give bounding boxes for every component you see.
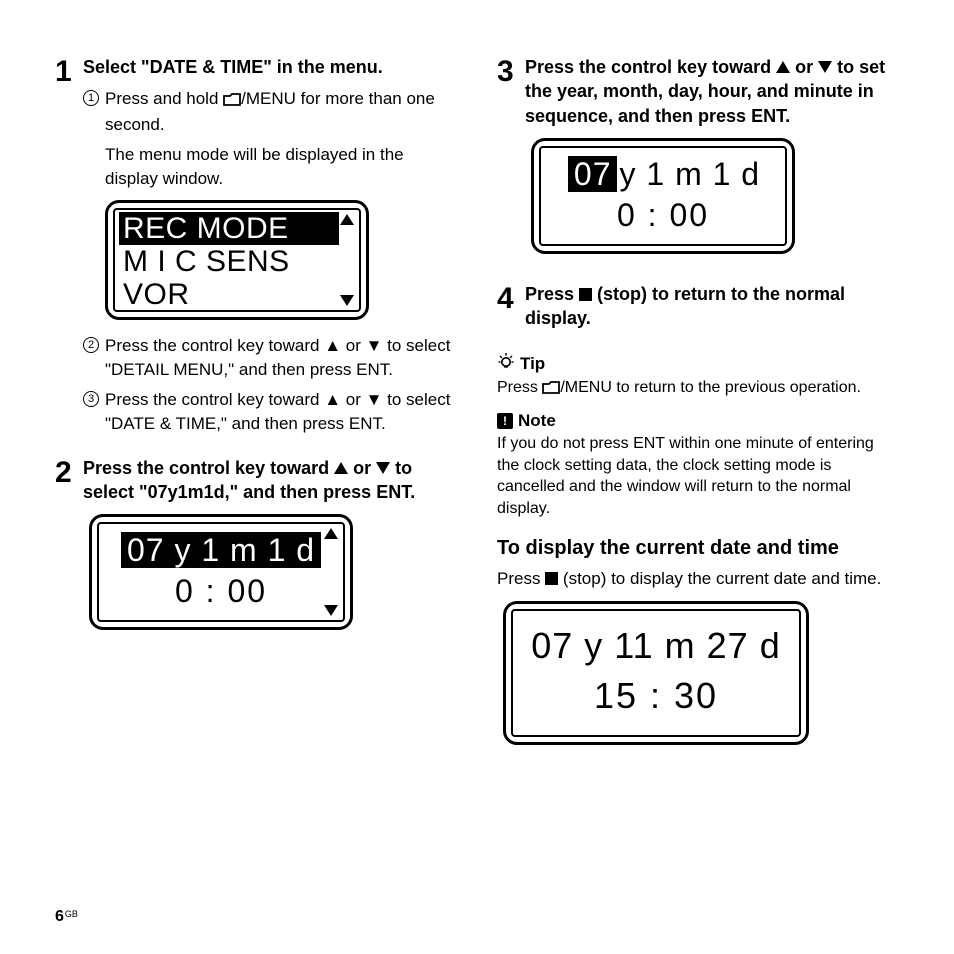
triangle-down-icon <box>340 295 354 306</box>
lightbulb-icon <box>497 352 515 375</box>
step-1-sub-1-continued: The menu mode will be displayed in the d… <box>105 143 457 191</box>
step-1-number: 1 <box>55 55 83 442</box>
subsection-body: Press (stop) to display the current date… <box>497 567 899 591</box>
scrollbar-icon <box>323 528 339 616</box>
lcd-row-vor: VOR <box>119 278 355 311</box>
folder-icon <box>542 379 560 401</box>
step-2: 2 Press the control key toward or to sel… <box>55 456 457 645</box>
lcd-big-date: 07 y 11 m 27 d <box>513 625 799 667</box>
step-4-title: Press (stop) to return to the normal dis… <box>525 282 899 331</box>
step-1-sub-2: 2 Press the control key toward ▲ or ▼ to… <box>83 334 457 382</box>
step-1-sub-1: 1 Press and hold /MENU for more than one… <box>83 87 457 137</box>
lcd-date-display-1: 07 y 1 m 1 d 0 : 00 <box>89 514 457 630</box>
note-heading: ! Note <box>497 411 899 431</box>
scrollbar-icon <box>339 214 355 306</box>
note-icon: ! <box>497 413 513 429</box>
step-4-number: 4 <box>497 282 525 339</box>
triangle-down-icon <box>818 61 832 73</box>
triangle-down-icon <box>376 462 390 474</box>
circled-2-icon: 2 <box>83 337 99 353</box>
subsection-heading: To display the current date and time <box>497 535 899 561</box>
lcd-date-line-inverted: 07 y 1 m 1 d <box>121 532 321 568</box>
lcd-menu-display: REC MODE M I C SENS VOR <box>105 200 457 320</box>
page-columns: 1 Select "DATE & TIME" in the menu. 1 Pr… <box>55 55 899 745</box>
triangle-down-icon <box>324 605 338 616</box>
lcd-date-display-2: 07y 1 m 1 d 0 : 00 <box>531 138 899 254</box>
circled-1-icon: 1 <box>83 90 99 106</box>
triangle-up-icon <box>334 462 348 474</box>
stop-icon <box>545 572 558 585</box>
right-column: 3 Press the control key toward or to set… <box>497 55 899 745</box>
lcd-current-datetime: 07 y 11 m 27 d 15 : 30 <box>503 601 899 745</box>
page-number: 6GB <box>55 908 78 926</box>
triangle-up-icon <box>340 214 354 225</box>
step-3: 3 Press the control key toward or to set… <box>497 55 899 268</box>
step-2-title: Press the control key toward or to selec… <box>83 456 457 505</box>
step-3-number: 3 <box>497 55 525 268</box>
triangle-up-icon <box>776 61 790 73</box>
tip-heading: Tip <box>497 352 899 375</box>
circled-3-icon: 3 <box>83 391 99 407</box>
step-3-title: Press the control key toward or to set t… <box>525 55 899 128</box>
note-body: If you do not press ENT within one minut… <box>497 433 899 519</box>
folder-icon <box>223 89 241 113</box>
left-column: 1 Select "DATE & TIME" in the menu. 1 Pr… <box>55 55 457 745</box>
tip-body: Press /MENU to return to the previous op… <box>497 377 899 401</box>
step-1: 1 Select "DATE & TIME" in the menu. 1 Pr… <box>55 55 457 442</box>
lcd-year-inverted: 07 <box>568 156 618 192</box>
stop-icon <box>579 288 592 301</box>
lcd-time-line: 0 : 00 <box>99 573 343 610</box>
lcd-time-line: 0 : 00 <box>541 197 785 234</box>
step-4: 4 Press (stop) to return to the normal d… <box>497 282 899 339</box>
step-1-sub-3: 3 Press the control key toward ▲ or ▼ to… <box>83 388 457 436</box>
step-1-title: Select "DATE & TIME" in the menu. <box>83 55 457 79</box>
lcd-row-mic-sens: M I C SENS <box>119 245 355 278</box>
step-2-number: 2 <box>55 456 83 645</box>
lcd-row-rec-mode: REC MODE <box>119 212 339 245</box>
triangle-up-icon <box>324 528 338 539</box>
lcd-big-time: 15 : 30 <box>513 675 799 717</box>
